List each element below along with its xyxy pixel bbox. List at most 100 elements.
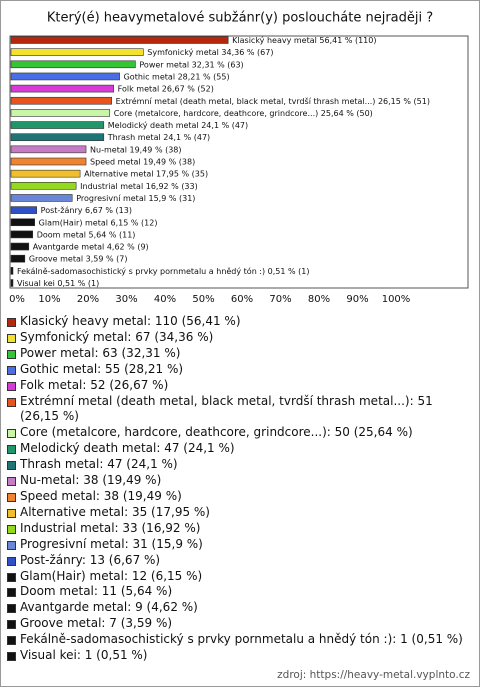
legend-swatch [7,524,16,534]
bar-label: Avantgarde metal 4,62 % (9) [33,243,149,252]
bar [10,121,105,129]
bar-label: Klasický heavy metal 56,41 % (110) [232,36,376,45]
bar [10,96,112,105]
legend-item: Melodický death metal: 47 (24,1 %) [6,441,468,457]
x-tick-label: 80% [308,294,330,305]
bar [10,157,87,166]
legend-swatch [7,556,16,566]
bar [10,254,26,263]
bar-label: Nu-metal 19,49 % (38) [90,145,181,154]
bar-label: Visual kei 0,51 % (1) [17,279,99,288]
legend-swatch [7,397,16,407]
legend-label: Nu-metal: 38 (19,49 %) [20,473,162,488]
legend-label: Thrash metal: 47 (24,1 %) [20,457,178,472]
x-tick-label: 70% [269,294,291,305]
legend-label: Industrial metal: 33 (16,92 %) [20,520,201,535]
x-tick-label: 100% [382,294,411,305]
legend-label: Klasický heavy metal: 110 (56,41 %) [20,314,241,328]
bar-label: Folk metal 26,67 % (52) [118,85,214,94]
legend-swatch [7,572,16,582]
legend-item: Visual kei: 1 (0,51 %) [6,648,468,664]
x-tick-label: 60% [231,294,253,305]
legend-item: Groove metal: 7 (3,59 %) [6,616,468,632]
legend-label: Extrémní metal (death metal, black metal… [20,393,433,424]
bar [10,72,120,81]
legend-item: Symfonický metal: 67 (34,36 %) [6,330,468,346]
bar-label: Industrial metal 16,92 % (33) [80,182,198,191]
legend-item: Nu-metal: 38 (19,49 %) [6,473,468,489]
legend-label: Symfonický metal: 67 (34,36 %) [20,329,214,344]
bar [10,48,144,56]
bar [10,194,73,202]
legend-item: Post-žánry: 13 (6,67 %) [6,553,468,569]
bar [10,279,14,287]
bar-label: Gothic metal 28,21 % (55) [124,72,230,81]
bar-label: Glam(Hair) metal 6,15 % (12) [39,218,158,227]
legend-label: Doom metal: 11 (5,64 %) [20,584,173,599]
bar-label: Speed metal 19,49 % (38) [90,158,195,167]
bar-label: Groove metal 3,59 % (7) [29,255,128,264]
x-tick-label: 30% [115,294,137,305]
legend-swatch [7,333,16,343]
legend-item: Folk metal: 52 (26,67 %) [6,378,468,394]
legend-swatch [7,349,16,359]
legend-item: Speed metal: 38 (19,49 %) [6,489,468,505]
bar-label: Progresivní metal 15,9 % (31) [76,194,195,203]
legend-swatch [7,445,16,455]
legend-label: Visual kei: 1 (0,51 %) [20,648,148,663]
bar [10,84,114,93]
legend-label: Avantgarde metal: 9 (4,62 %) [20,600,198,615]
legend-item: Avantgarde metal: 9 (4,62 %) [6,600,468,616]
legend-item: Gothic metal: 55 (28,21 %) [6,362,468,378]
legend-item: Doom metal: 11 (5,64 %) [6,584,468,600]
legend-swatch [7,381,16,391]
chart-title: Který(é) heavymetalové subžánr(y) poslou… [47,11,433,26]
legend-label: Progresivní metal: 31 (15,9 %) [20,536,203,551]
legend-item: Klasický heavy metal: 110 (56,41 %) [6,314,468,330]
legend-swatch [7,477,16,487]
bar [10,218,35,227]
legend-label: Core (metalcore, hardcore, deathcore, gr… [20,425,413,440]
legend-label: Post-žánry: 13 (6,67 %) [20,552,161,567]
legend: Klasický heavy metal: 110 (56,41 %) Symfo… [6,314,468,664]
x-tick-label: 50% [192,294,214,305]
bar-label: Post-žánry 6,67 % (13) [41,206,132,215]
legend-swatch [7,318,16,327]
legend-label: Folk metal: 52 (26,67 %) [20,377,169,392]
legend-swatch [7,588,16,598]
legend-label: Speed metal: 38 (19,49 %) [20,488,182,503]
x-tick-label: 40% [154,294,176,305]
legend-item: Extrémní metal (death metal, black metal… [6,394,468,426]
legend-item: Glam(Hair) metal: 12 (6,15 %) [6,569,468,585]
bar-label: Fekálně-sadomasochistický s prvky pornme… [17,266,310,276]
bar [10,230,34,239]
legend-item: Thrash metal: 47 (24,1 %) [6,457,468,473]
bar [10,169,81,178]
bar [10,267,14,275]
bar [10,182,77,190]
legend-item: Progresivní metal: 31 (15,9 %) [6,537,468,553]
bar-label: Thrash metal 24,1 % (47) [107,133,210,142]
x-tick-label: 90% [346,294,368,305]
legend-swatch [7,652,16,662]
legend-label: Gothic metal: 55 (28,21 %) [20,361,184,376]
bar-label: Symfonický metal 34,36 % (67) [147,48,273,57]
x-tick-label: 10% [38,294,60,305]
legend-item: Core (metalcore, hardcore, deathcore, gr… [6,425,468,441]
legend-swatch [7,540,16,550]
bar-label: Power metal 32,31 % (63) [139,60,243,69]
bar [10,60,136,69]
legend-item: Power metal: 63 (32,31 %) [6,346,468,362]
legend-swatch [7,508,16,518]
legend-swatch [7,620,16,630]
legend-label: Alternative metal: 35 (17,95 %) [20,504,210,519]
legend-label: Groove metal: 7 (3,59 %) [20,616,173,631]
legend-swatch [7,636,16,646]
legend-item: Industrial metal: 33 (16,92 %) [6,521,468,537]
legend-item: Fekálně-sadomasochistický s prvky pornme… [6,632,468,648]
bar [10,109,111,117]
legend-label: Power metal: 63 (32,31 %) [20,345,181,360]
bar-label: Alternative metal 17,95 % (35) [84,170,208,179]
legend-label: Melodický death metal: 47 (24,1 %) [20,441,235,456]
chart: Který(é) heavymetalové subžánr(y) poslou… [9,11,469,305]
